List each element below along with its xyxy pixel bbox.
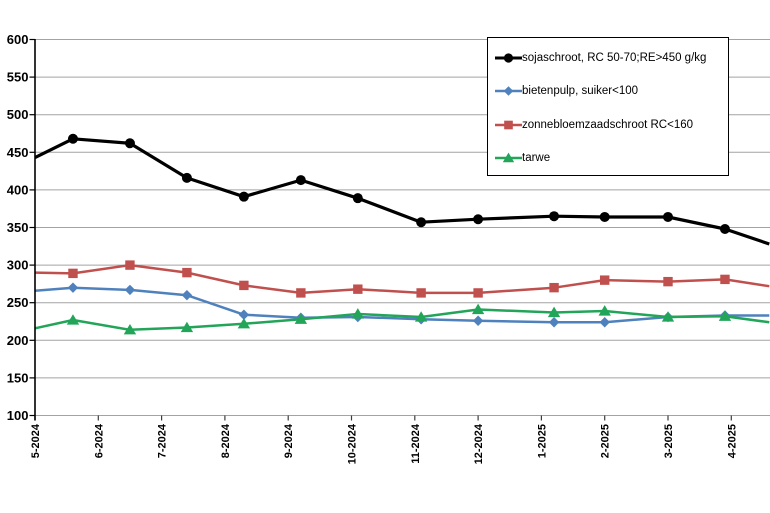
legend-marker-square-icon <box>495 120 522 130</box>
x-tick-label: 8-2024 <box>220 423 232 458</box>
legend-item-tarwe: tarwe <box>495 142 728 176</box>
legend: sojaschroot, RC 50-70;RE>450 g/kg bietenp… <box>487 37 729 176</box>
y-tick-label: 550 <box>7 70 29 85</box>
x-tick-label: 7-2024 <box>157 423 169 458</box>
x-tick-label: 10-2024 <box>347 423 359 464</box>
y-tick-label: 500 <box>7 107 29 122</box>
legend-marker-circle-icon <box>495 53 522 63</box>
axes <box>29 38 36 421</box>
x-tick-label: 2-2025 <box>600 424 612 458</box>
y-axis-labels: 100 150 200 250 300 350 400 450 500 550 600 <box>7 32 29 423</box>
legend-marker-triangle-icon <box>495 152 522 163</box>
legend-label: bietenpulp, suiker<100 <box>522 85 639 98</box>
y-tick-label: 150 <box>7 370 29 385</box>
series-sojaschroot <box>34 133 770 246</box>
series-zonnebloemzaadschroot <box>34 260 770 298</box>
legend-label: zonnebloemzaadschroot RC<160 <box>522 118 694 131</box>
y-tick-label: 600 <box>7 32 29 47</box>
legend-item-bietenpulp: bietenpulp, suiker<100 <box>495 75 728 109</box>
x-tick-label: 3-2025 <box>663 424 675 458</box>
y-tick-label: 200 <box>7 333 29 348</box>
y-tick-label: 350 <box>7 220 29 235</box>
x-tick-label: 4-2025 <box>726 424 738 458</box>
y-tick-label: 100 <box>7 408 29 423</box>
series-bietenpulp <box>34 282 770 328</box>
y-tick-label: 250 <box>7 295 29 310</box>
x-tick-label: 12-2024 <box>473 423 485 464</box>
series-tarwe <box>34 303 770 335</box>
legend-label: tarwe <box>522 152 551 165</box>
x-tick-label: 6-2024 <box>93 423 105 458</box>
x-tick-label: 9-2024 <box>283 423 295 458</box>
y-tick-label: 400 <box>7 182 29 197</box>
legend-marker-diamond-icon <box>495 86 522 97</box>
x-axis-labels: 5-2024 6-2024 7-2024 8-2024 9-2024 10-2024 11-… <box>30 423 738 464</box>
x-axis-ticks <box>34 415 732 421</box>
x-tick-label: 11-2024 <box>410 423 422 464</box>
legend-item-zonnebloemzaadschroot: zonnebloemzaadschroot RC<160 <box>495 108 728 142</box>
x-tick-label: 1-2025 <box>536 424 548 458</box>
legend-item-sojaschroot: sojaschroot, RC 50-70;RE>450 g/kg <box>495 41 728 75</box>
x-tick-label: 5-2024 <box>30 423 42 458</box>
legend-label: sojaschroot, RC 50-70;RE>450 g/kg <box>522 51 707 64</box>
y-tick-label: 450 <box>7 145 29 160</box>
y-tick-label: 300 <box>7 258 29 273</box>
